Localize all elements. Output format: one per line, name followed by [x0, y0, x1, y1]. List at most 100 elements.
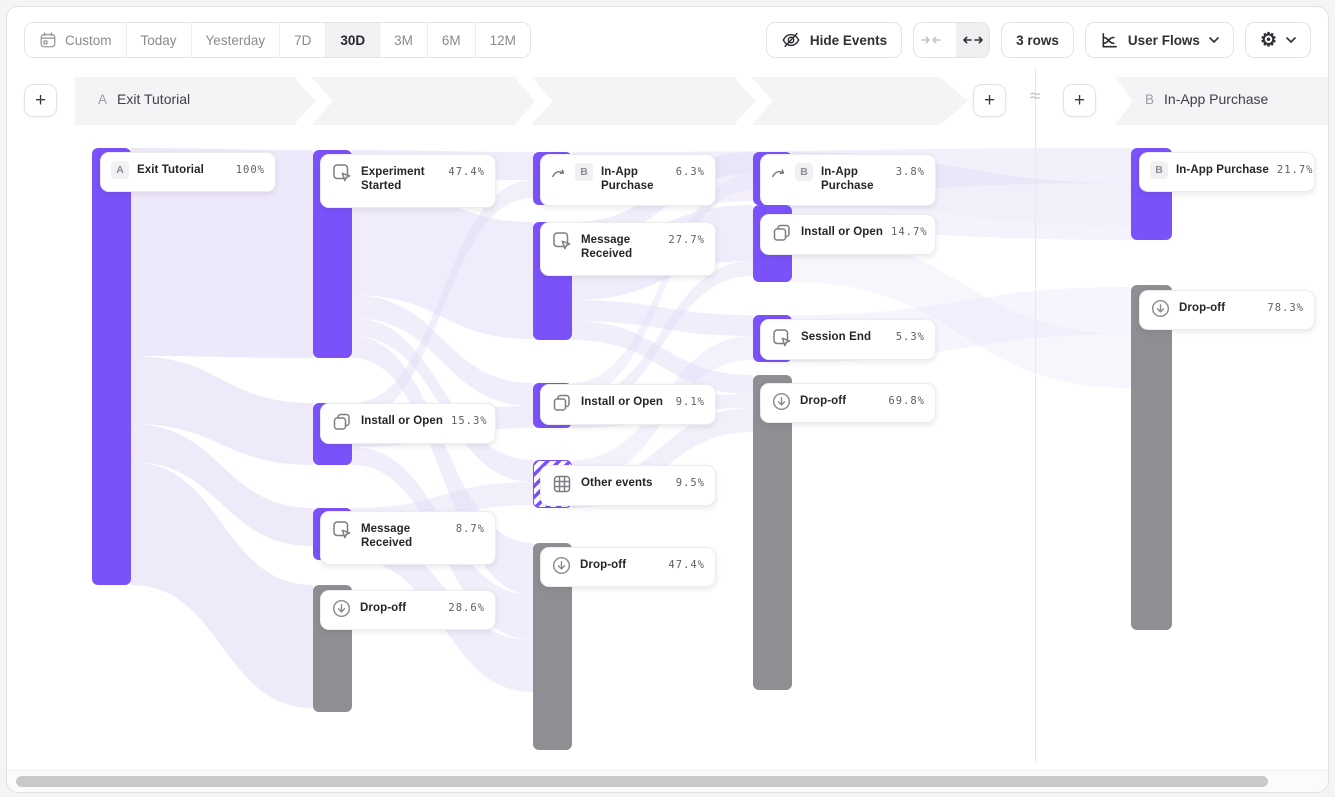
node-card-install-or-open-4[interactable]: Install or Open 14.7%: [760, 214, 936, 255]
node-card-dropoff-3[interactable]: Drop-off 47.4%: [540, 547, 716, 587]
node-percentage: 28.6%: [448, 602, 485, 614]
copy-icon: [551, 392, 573, 414]
dropoff-icon: [331, 598, 352, 619]
node-card-in-app-purchase-3[interactable]: B In-App Purchase 6.3%: [540, 154, 716, 206]
flow-arrow-icon: [771, 166, 787, 179]
date-range-custom[interactable]: Custom: [25, 23, 126, 57]
flow-bar-exit-tutorial[interactable]: [92, 148, 131, 585]
flow-letter-badge: B: [795, 163, 813, 181]
date-range-7d[interactable]: 7D: [279, 23, 326, 57]
node-card-install-or-open-3[interactable]: Install or Open 9.1%: [540, 384, 716, 425]
add-step-b-start-button[interactable]: +: [1063, 84, 1096, 117]
flow-bar-dropoff-4[interactable]: [753, 375, 792, 690]
node-card-other-events-3[interactable]: Other events 9.5%: [540, 465, 716, 506]
add-step-left-button[interactable]: +: [24, 84, 57, 117]
date-range-selector: Custom Today Yesterday 7D 30D 3M 6M 12M: [24, 22, 531, 58]
node-percentage: 27.7%: [668, 234, 705, 246]
tap-icon: [331, 162, 353, 184]
node-percentage: 47.4%: [668, 559, 705, 571]
flow-a-title: Exit Tutorial: [117, 91, 191, 107]
flow-a-letter: A: [98, 91, 108, 107]
approx-symbol: ≈: [1029, 86, 1041, 107]
node-card-in-app-purchase-4[interactable]: B In-App Purchase 3.8%: [760, 154, 936, 206]
node-label: Drop-off: [580, 559, 627, 571]
node-label: Drop-off: [360, 602, 407, 614]
node-percentage: 9.1%: [675, 396, 705, 408]
flow-b-letter: B: [1145, 91, 1155, 107]
date-range-3m[interactable]: 3M: [379, 23, 427, 57]
gear-icon: ⚙: [1259, 29, 1277, 51]
node-label: Install or Open: [581, 396, 664, 408]
hide-events-button[interactable]: Hide Events: [765, 22, 903, 58]
tap-icon: [551, 230, 573, 252]
node-label: Session End: [801, 331, 872, 343]
date-range-today[interactable]: Today: [125, 23, 191, 57]
node-card-experiment-started[interactable]: Experiment Started 47.4%: [320, 154, 496, 208]
horizontal-scrollbar-thumb[interactable]: [16, 776, 1268, 787]
node-label: In-App Purchase: [601, 166, 654, 192]
flow-b-header[interactable]: B In-App Purchase: [1145, 91, 1268, 107]
node-card-message-received-3[interactable]: Message Received 27.7%: [540, 222, 716, 276]
node-percentage: 14.7%: [891, 226, 928, 238]
node-label: Drop-off: [1179, 302, 1226, 314]
node-percentage: 3.8%: [895, 166, 925, 178]
app-frame: A Exit Tutorial B In-App Purchase + + + …: [6, 6, 1329, 793]
node-card-in-app-purchase-b[interactable]: B In-App Purchase 21.7%: [1139, 152, 1315, 192]
node-label: In-App Purchase: [1176, 164, 1269, 176]
node-card-dropoff-b[interactable]: Drop-off 78.3%: [1139, 290, 1315, 330]
flow-bar-dropoff-b[interactable]: [1131, 285, 1172, 630]
dropoff-icon: [551, 555, 572, 576]
node-card-install-or-open-2[interactable]: Install or Open 15.3%: [320, 403, 496, 444]
node-label: In-App Purchase: [821, 166, 874, 192]
node-label: Drop-off: [800, 395, 847, 407]
node-label: Install or Open: [361, 415, 444, 427]
node-label: Exit Tutorial: [137, 164, 204, 176]
node-percentage: 47.4%: [448, 166, 485, 178]
copy-icon: [771, 222, 793, 244]
grid-icon: [551, 473, 573, 495]
toolbar: Custom Today Yesterday 7D 30D 3M 6M 12M Hide Ev…: [24, 21, 1311, 59]
node-percentage: 78.3%: [1267, 302, 1304, 314]
flow-letter-badge: B: [1150, 161, 1168, 179]
node-label: Other events: [581, 477, 653, 489]
node-card-dropoff-4[interactable]: Drop-off 69.8%: [760, 383, 936, 423]
chevron-down-icon: [1209, 37, 1219, 43]
node-card-message-received-2[interactable]: Message Received 8.7%: [320, 511, 496, 565]
flow-a-header[interactable]: A Exit Tutorial: [98, 91, 190, 107]
flow-arrow-icon: [551, 166, 567, 179]
node-card-session-end-4[interactable]: Session End 5.3%: [760, 319, 936, 360]
calendar-icon: [39, 31, 57, 49]
tap-icon: [331, 519, 353, 541]
date-range-12m[interactable]: 12M: [474, 23, 530, 57]
settings-button[interactable]: ⚙: [1244, 22, 1311, 58]
node-card-exit-tutorial[interactable]: A Exit Tutorial 100%: [100, 152, 276, 192]
node-percentage: 100%: [235, 164, 265, 176]
dropoff-icon: [771, 391, 792, 412]
date-range-yesterday[interactable]: Yesterday: [190, 23, 280, 57]
node-percentage: 5.3%: [895, 331, 925, 343]
node-card-dropoff-2[interactable]: Drop-off 28.6%: [320, 590, 496, 630]
arrows-expand-icon[interactable]: [956, 23, 990, 57]
date-range-6m[interactable]: 6M: [426, 23, 475, 57]
eye-off-icon: [781, 30, 801, 50]
add-step-a-end-button[interactable]: +: [973, 84, 1006, 117]
node-percentage: 8.7%: [455, 523, 485, 535]
node-label: Message Received: [581, 234, 633, 260]
date-range-30d[interactable]: 30D: [325, 23, 380, 57]
flow-letter-badge: B: [575, 163, 593, 181]
flow-letter-badge: A: [111, 161, 129, 179]
node-label: Experiment Started: [361, 166, 425, 192]
node-label: Install or Open: [801, 226, 884, 238]
flow-b-title: In-App Purchase: [1164, 91, 1269, 107]
node-percentage: 15.3%: [451, 415, 488, 427]
flow-divider-line: [1035, 68, 1036, 762]
rows-button[interactable]: 3 rows: [1001, 22, 1074, 58]
user-flows-icon: [1100, 31, 1119, 50]
node-percentage: 21.7%: [1276, 164, 1314, 176]
node-percentage: 6.3%: [675, 166, 705, 178]
copy-icon: [331, 411, 353, 433]
view-selector-button[interactable]: User Flows: [1084, 22, 1234, 58]
chevron-down-icon: [1286, 37, 1296, 43]
node-percentage: 9.5%: [675, 477, 705, 489]
arrows-collapse-icon[interactable]: [914, 23, 947, 57]
